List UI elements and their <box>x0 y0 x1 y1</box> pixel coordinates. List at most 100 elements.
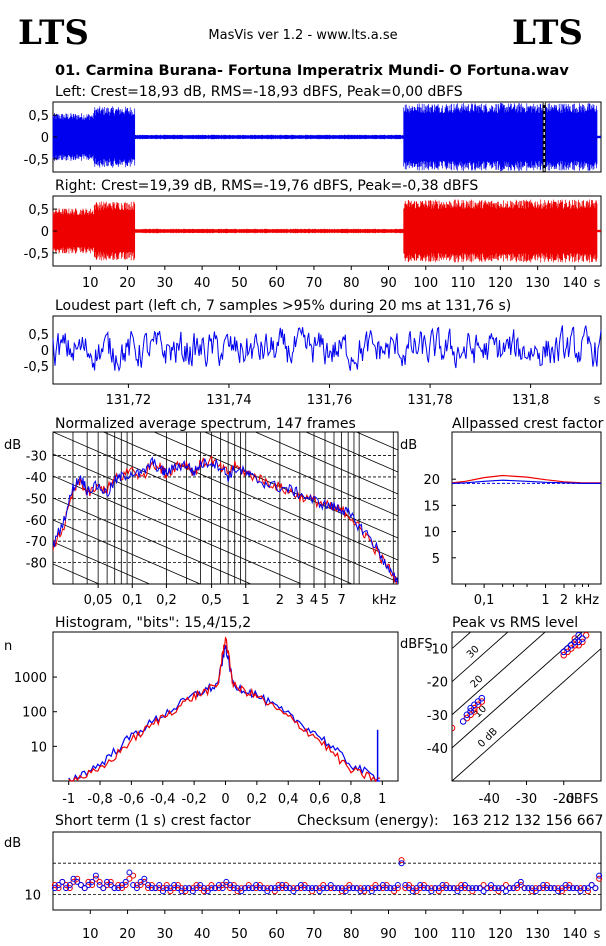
histogram-xtick-label: 0 <box>221 792 229 807</box>
crest-short-left-point <box>331 885 338 892</box>
crest-short-right-point <box>74 875 81 882</box>
spectrum-title: Normalized average spectrum, 147 frames <box>55 416 356 432</box>
crest-short-left-point <box>570 885 577 892</box>
crest-short-title: Short term (1 s) crest factor <box>55 813 251 829</box>
crest-short-xtick-label: 50 <box>231 927 248 942</box>
time-xtick-label: 30 <box>157 276 174 291</box>
peak-rms-ytick-label: -30 <box>427 709 448 724</box>
crest-short-left-point <box>435 885 442 892</box>
crest-short-right-point <box>63 882 70 889</box>
crest-short-left-point <box>394 882 401 889</box>
right-channel-title: Right: Crest=19,39 dB, RMS=-19,76 dBFS, … <box>55 178 478 194</box>
crest-short-right-point <box>461 885 468 892</box>
crest-short-left-point <box>428 888 435 895</box>
histogram-xtick-label: 0,8 <box>341 792 362 807</box>
crest-short-right-point <box>443 882 450 889</box>
crest-short-right-point <box>454 885 461 892</box>
crest-short-right-point <box>488 885 495 892</box>
crest-short-left-point <box>473 885 480 892</box>
crest-short-right-point <box>413 888 420 895</box>
crest-short-left-point <box>92 872 99 879</box>
crest-short-left-point <box>152 885 159 892</box>
crest-short-right-point <box>208 882 215 889</box>
allpassed-frame <box>451 431 602 585</box>
spectrum-diagonal <box>53 541 151 584</box>
crest-short-left-point <box>581 885 588 892</box>
crest-short-left-point <box>562 882 569 889</box>
crest-short-right-point <box>368 885 375 892</box>
crest-short-xtick-label: 30 <box>157 927 174 942</box>
peak-rms-ylabel: dBFS <box>400 637 433 652</box>
crest-short-right-point <box>130 872 137 879</box>
crest-short-left-point <box>420 885 427 892</box>
spectrum-xunit: kHz <box>372 593 396 608</box>
peak-rms-ytick-label: -20 <box>427 676 448 691</box>
spectrum-diagonal <box>102 432 398 561</box>
crest-short-left-point <box>249 885 256 892</box>
histogram-right-line <box>68 636 381 783</box>
crest-short-left-point <box>324 885 330 892</box>
crest-short-left-point <box>476 885 483 892</box>
crest-short-right-point <box>566 882 573 889</box>
crest-short-left-point <box>521 885 528 892</box>
crest-short-left-point <box>573 885 580 892</box>
crest-short-left-point <box>529 885 536 892</box>
spectrum-xtick-label: 0,2 <box>156 593 177 608</box>
crest-short-left-point <box>540 882 547 889</box>
histogram-ytick-label: 10 <box>30 740 47 755</box>
peak-rms-right-point <box>571 635 579 642</box>
crest-short-left-point <box>506 885 513 892</box>
crest-short-left-point <box>338 885 345 892</box>
crest-short-left-point <box>398 860 405 867</box>
crest-short-left-point <box>461 882 468 889</box>
lts-logo-left: LTS <box>18 13 89 53</box>
peak-rms-right-point <box>471 708 478 715</box>
crest-short-left-point <box>96 882 103 889</box>
spectrum-left-line <box>53 456 398 584</box>
crest-short-left-point <box>159 888 166 895</box>
peak-rms-left-point <box>463 711 471 719</box>
checksum-value: 163 212 132 156 667 <box>452 813 603 829</box>
crest-short-left-point <box>480 888 487 895</box>
crest-short-left-point <box>547 885 554 892</box>
time-xtick-label: 130 <box>525 276 550 291</box>
crest-short-left-point <box>372 885 379 892</box>
peak-rms-right-point <box>452 724 456 732</box>
crest-short-left-point <box>81 885 88 892</box>
lts-logo-right: LTS <box>512 13 583 53</box>
crest-short-xtick-label: 70 <box>306 927 323 942</box>
loudest-ytick-label: 0,5 <box>28 328 49 343</box>
spectrum-diagonal <box>53 630 398 780</box>
peak-rms-left-point <box>467 708 474 715</box>
crest-short-left-point <box>141 875 148 882</box>
crest-short-right-point <box>394 885 401 892</box>
crest-short-left-point <box>353 885 360 892</box>
peak-rms-left-point <box>471 701 478 709</box>
peak-rms-left-point <box>575 638 582 646</box>
crest-short-left-point <box>51 885 58 892</box>
crest-short-left-point <box>305 885 312 892</box>
peak-rms-right-point <box>467 711 474 719</box>
crest-short-right-point <box>189 885 196 892</box>
time-xtick-label: 70 <box>306 276 323 291</box>
crest-short-left-point <box>551 885 558 892</box>
peak-rms-right-point <box>471 704 478 712</box>
crest-short-right-point <box>96 878 103 885</box>
peak-rms-left-point <box>478 694 486 702</box>
time-xtick-label: 50 <box>231 276 248 291</box>
crest-short-left-point <box>536 885 543 892</box>
crest-short-left-point <box>230 885 237 892</box>
crest-short-right-point <box>253 885 260 892</box>
crest-short-left-point <box>130 882 137 889</box>
crest-short-right-point <box>409 885 416 892</box>
crest-short-left-point <box>171 882 178 889</box>
checksum-label: Checksum (energy): <box>297 813 439 829</box>
spectrum-frame <box>52 431 399 585</box>
loudest-xtick-label: 131,72 <box>106 393 152 408</box>
peak-rms-left-point <box>567 641 575 649</box>
crest-short-left-point <box>409 888 416 895</box>
histogram-ytick-label: 100 <box>22 706 47 721</box>
crest-short-right-point <box>70 878 77 885</box>
crest-short-left-point <box>495 885 502 892</box>
crest-short-left-point <box>253 882 260 889</box>
